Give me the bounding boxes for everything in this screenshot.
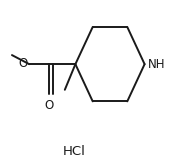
Text: O: O <box>44 99 53 112</box>
Text: O: O <box>19 57 28 70</box>
Text: NH: NH <box>148 58 166 71</box>
Text: HCl: HCl <box>63 145 86 158</box>
